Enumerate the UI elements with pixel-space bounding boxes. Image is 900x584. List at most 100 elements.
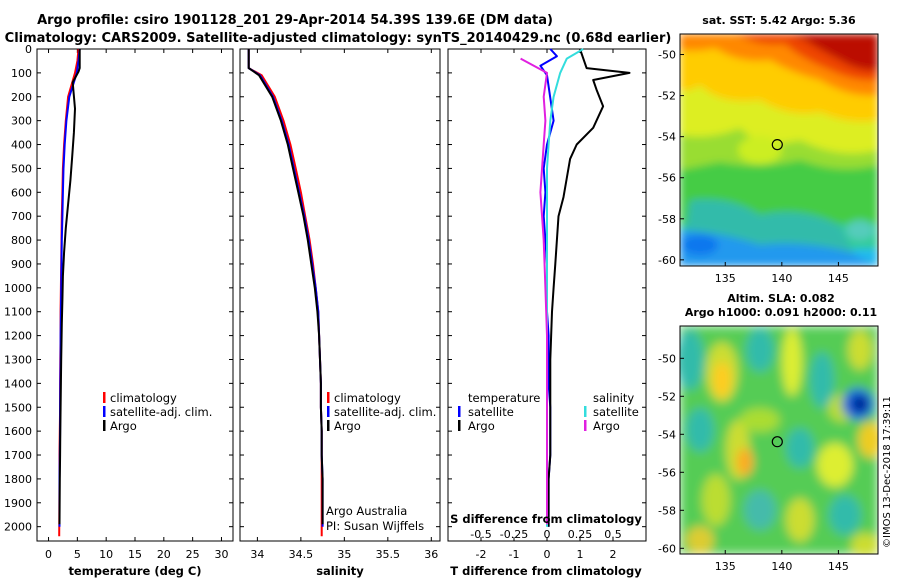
depth-tick-label: 1000 (4, 282, 32, 295)
salinity-xlabel: salinity (316, 564, 364, 578)
legend-label: satellite-adj. clim. (334, 405, 436, 419)
depth-tick-label: 600 (11, 186, 32, 199)
map-y-tick-label: -52 (658, 390, 676, 403)
temperature-plot: 0 5 10 15 20 25 30 (45, 48, 228, 561)
x-tick-label: -2 (476, 548, 487, 561)
map-x-tick-label: 140 (771, 272, 792, 285)
title-line1: Argo profile: csiro 1901128_201 29-Apr-2… (37, 13, 553, 28)
legend-swatch-temperature-satellite (458, 406, 461, 417)
legend-swatch-salinity-argo (584, 420, 587, 431)
secondary-tick-label: 0.25 (568, 528, 593, 541)
legend-label: satellite (468, 405, 514, 419)
legend-label: Argo (468, 419, 495, 433)
legend-swatch-temperature-argo (458, 420, 461, 431)
map-y-tick-label: -54 (658, 131, 676, 144)
depth-axis: 0 100 200 300 400 500 600 700 800 900 1000 1100 1200… (4, 43, 32, 534)
depth-tick-label: 500 (11, 162, 32, 175)
depth-tick-label: 700 (11, 210, 32, 223)
depth-tick-label: 1400 (4, 377, 32, 390)
difference-xlabel: T difference from climatology (450, 564, 642, 578)
map-x-tick-label: 135 (715, 272, 736, 285)
temperature-xlabel: temperature (deg C) (68, 564, 201, 578)
depth-tick-label: 1100 (4, 306, 32, 319)
x-tick-label: 1 (577, 548, 584, 561)
secondary-tick-label: 0 (544, 528, 551, 541)
sst-field (680, 34, 878, 266)
salinity-axes (239, 48, 441, 542)
x-tick-label: 0 (544, 548, 551, 561)
salinity-annotation-line2: PI: Susan Wijffels (326, 519, 424, 533)
map-y-tick-label: -60 (658, 542, 676, 555)
secondary-tick-label: -0.5 (470, 528, 491, 541)
depth-tick-label: 1200 (4, 330, 32, 343)
legend-label: satellite-adj. clim. (110, 405, 212, 419)
x-tick-label: 34.5 (289, 548, 314, 561)
map-x-tick-label: 145 (828, 272, 849, 285)
map-y-tick-label: -54 (658, 428, 676, 441)
depth-tick-label: 800 (11, 234, 32, 247)
series-argo (247, 49, 324, 525)
difference-legend-temperature: temperature satellite Argo (458, 391, 540, 433)
legend-swatch-salinity-satellite (584, 406, 587, 417)
series-argo (58, 49, 81, 525)
depth-tick-label: 900 (11, 258, 32, 271)
legend-swatch-climatology (103, 392, 106, 403)
x-tick-label: 30 (214, 548, 228, 561)
legend-label: Argo (334, 419, 361, 433)
series-salinity-satellite (546, 48, 584, 527)
argo-position-marker (771, 436, 783, 448)
depth-tick-label: 2000 (4, 521, 32, 534)
sla-map-frame (679, 325, 879, 555)
temperature-legend: climatology satellite-adj. clim. Argo (103, 391, 212, 433)
legend-title: temperature (468, 391, 540, 405)
depth-tick-marks (37, 48, 646, 528)
map-y-tick-label: -58 (658, 504, 676, 517)
map-x-tick-label: 140 (771, 560, 792, 573)
legend-swatch-satellite (327, 406, 330, 417)
sla-map-title-line1: Altim. SLA: 0.082 (727, 292, 834, 305)
map-y-tick-label: -50 (658, 49, 676, 62)
depth-tick-label: 1700 (4, 449, 32, 462)
argo-position-marker (771, 139, 783, 151)
map-y-tick-label: -58 (658, 213, 676, 226)
sst-map-frame (679, 33, 879, 267)
legend-label: Argo (110, 419, 137, 433)
legend-label: Argo (593, 419, 620, 433)
depth-tick-label: 1800 (4, 473, 32, 486)
sst-map-axes: 135 140 145 -50 -52 -54 -56 -58 -60 (658, 49, 849, 285)
legend-swatch-argo (327, 420, 330, 431)
secondary-xlabel: S difference from climatology (450, 512, 642, 526)
salinity-legend: climatology satellite-adj. clim. Argo (327, 391, 436, 433)
depth-tick-label: 1300 (4, 353, 32, 366)
x-tick-label: -1 (509, 548, 520, 561)
salinity-plot: 34 34.5 35 35.5 36 (247, 49, 438, 561)
sla-field (680, 326, 878, 554)
legend-swatch-climatology (327, 392, 330, 403)
difference-legend-salinity: salinity satellite Argo (584, 391, 639, 433)
legend-title: salinity (593, 391, 634, 405)
depth-tick-label: 200 (11, 91, 32, 104)
x-tick-label: 35.5 (376, 548, 401, 561)
x-tick-label: 34 (250, 548, 264, 561)
sst-map-title: sat. SST: 5.42 Argo: 5.36 (702, 14, 856, 27)
map-y-tick-label: -52 (658, 90, 676, 103)
difference-plot: -2 -1 0 1 2 -0.5 -0.25 0 0.25 0.5 (470, 48, 631, 561)
map-y-tick-label: -60 (658, 254, 676, 267)
depth-tick-label: 1500 (4, 401, 32, 414)
x-tick-label: 0 (45, 548, 52, 561)
map-x-tick-label: 145 (828, 560, 849, 573)
legend-swatch-argo (103, 420, 106, 431)
secondary-tick-label: -0.25 (500, 528, 528, 541)
x-tick-label: 2 (610, 548, 617, 561)
depth-tick-label: 100 (11, 67, 32, 80)
sst-map: sat. SST: 5.42 Argo: 5.36 135 140 145- (658, 14, 879, 285)
sla-map: Altim. SLA: 0.082 Argo h1000: 0.091 h200… (658, 292, 879, 573)
depth-tick-label: 1600 (4, 425, 32, 438)
x-tick-label: 10 (99, 548, 113, 561)
depth-tick-label: 400 (11, 139, 32, 152)
x-tick-label: 36 (424, 548, 438, 561)
legend-swatch-satellite (103, 406, 106, 417)
map-x-tick-label: 135 (715, 560, 736, 573)
sla-map-axes: 135 140 145 -50 -52 -54 -56 -58 -60 (658, 352, 849, 573)
